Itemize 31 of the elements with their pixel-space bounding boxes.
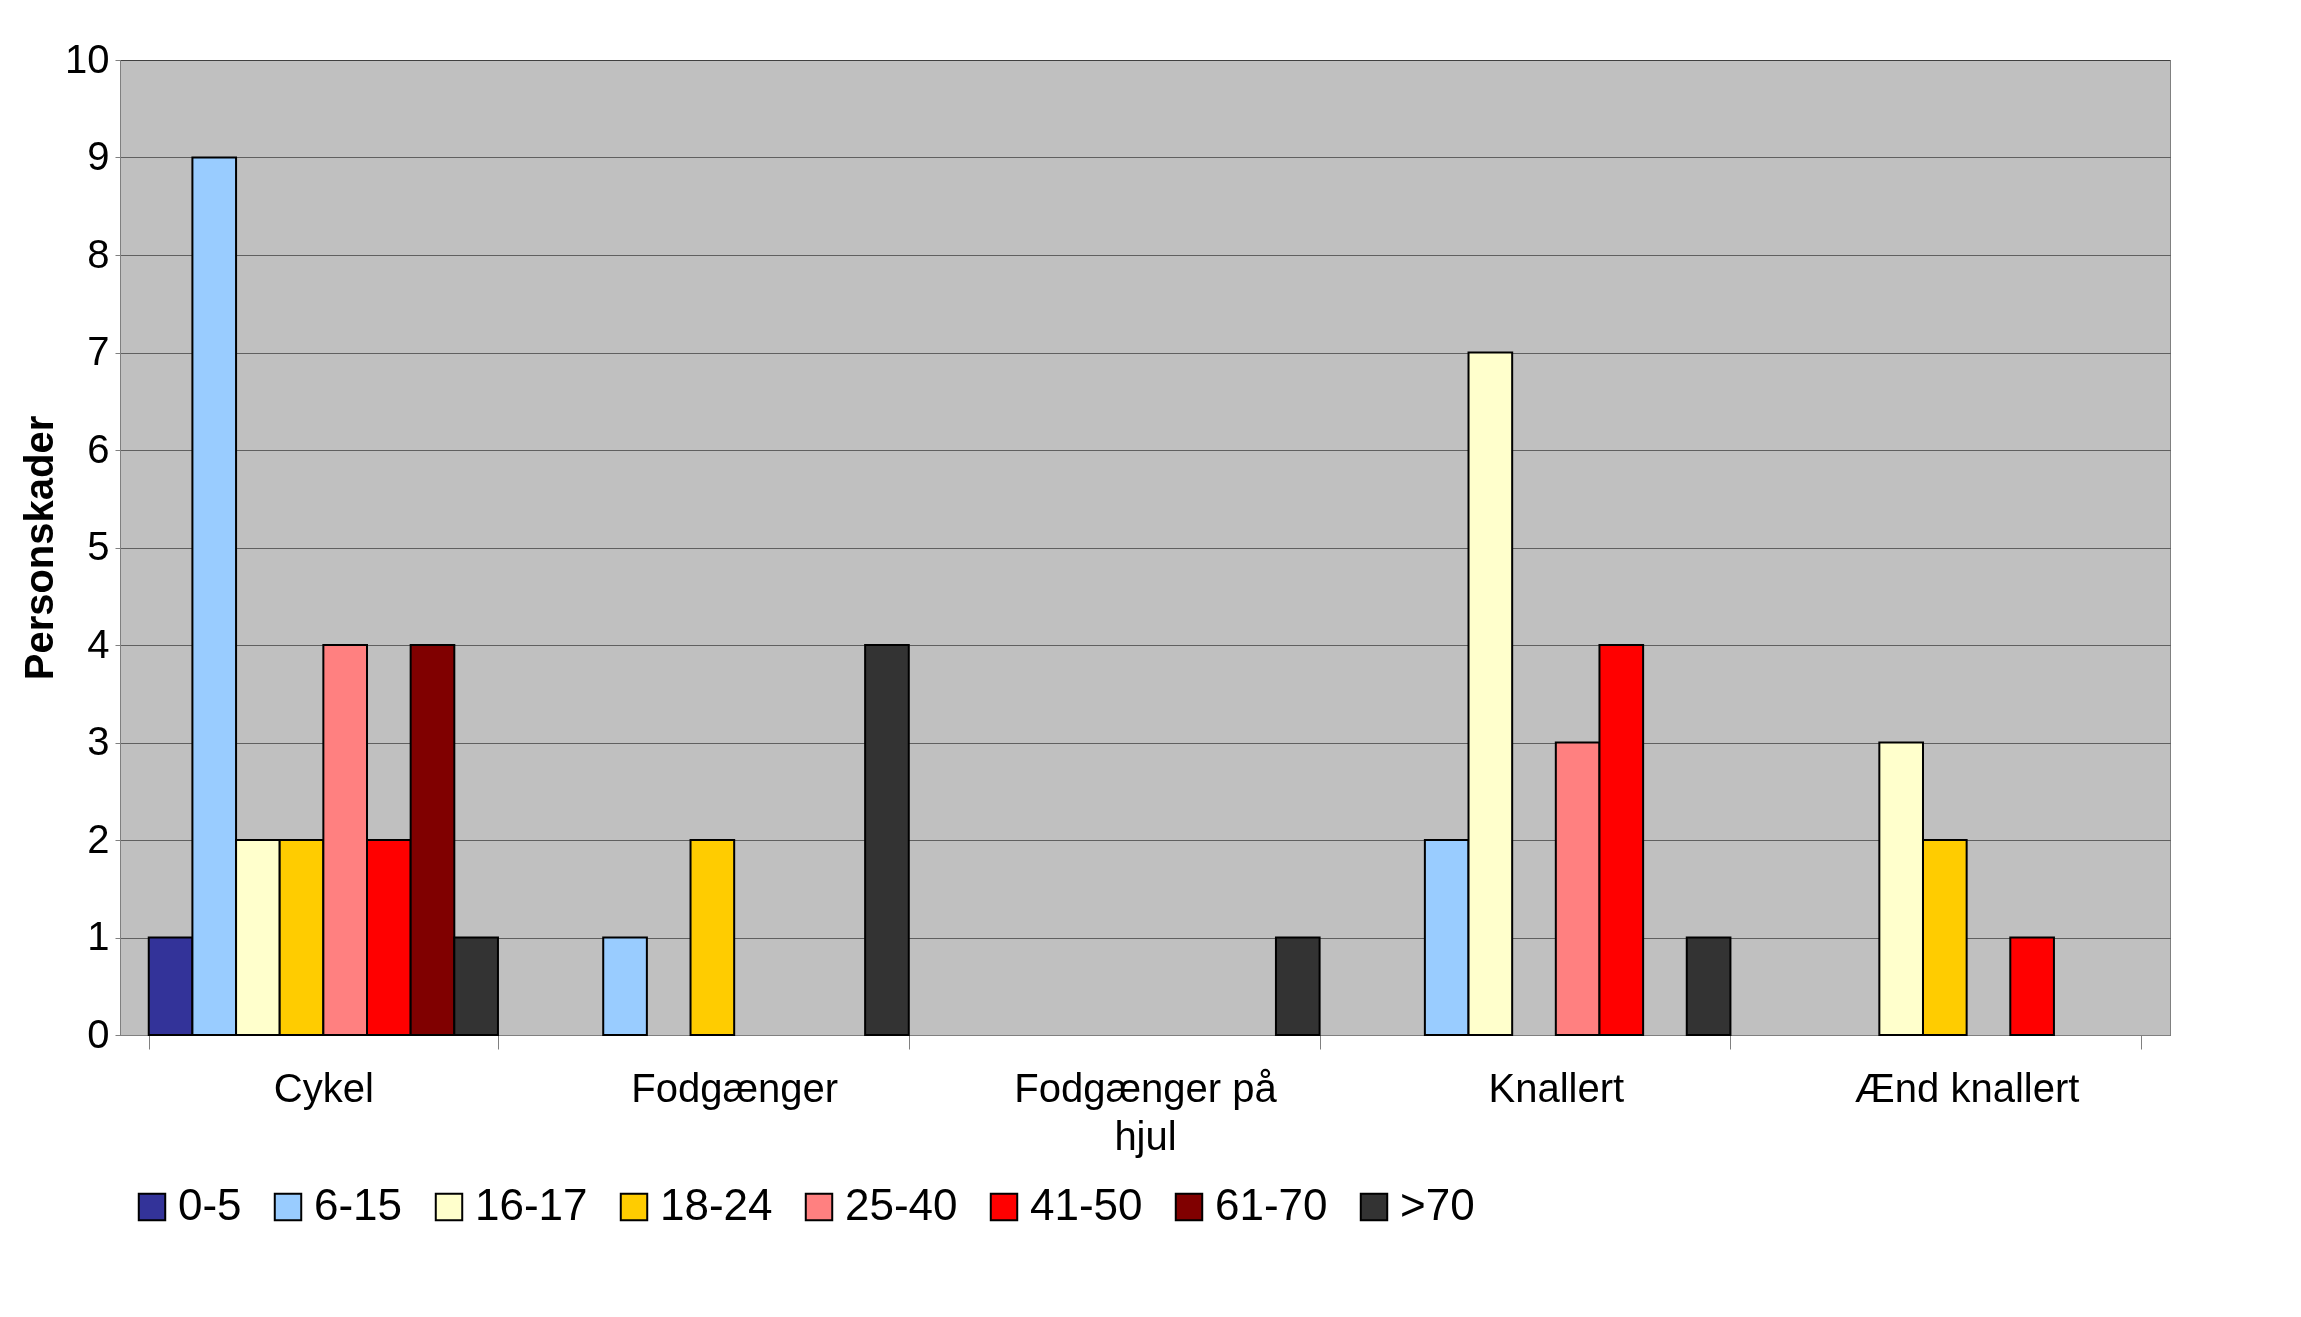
bar (602, 936, 648, 1036)
legend-label: 61-70 (1215, 1180, 1328, 1229)
bar (1685, 936, 1732, 1036)
y-tick-label: 8 (87, 231, 110, 276)
x-tick-label: Fodgænger på hjul (1014, 1065, 1278, 1158)
y-tick-label: 2 (87, 816, 110, 861)
y-tick-label: 1 (87, 914, 110, 958)
bar (2009, 936, 2055, 1036)
bar (689, 839, 736, 1036)
legend-label: 16-17 (475, 1180, 588, 1229)
y-tick-label: 9 (87, 134, 110, 178)
legend-label: 6-15 (314, 1180, 403, 1229)
legend-label: 41-50 (1030, 1180, 1143, 1229)
bar (1274, 936, 1321, 1036)
x-tick-label: Cykel (273, 1065, 374, 1110)
y-tick-label: 10 (65, 36, 110, 81)
y-tick-label: 7 (87, 329, 110, 373)
legend-label: 18-24 (660, 1180, 773, 1229)
x-tick-label: Fodgænger (631, 1065, 839, 1110)
y-tick-label: 3 (87, 719, 110, 763)
y-tick-label: 5 (87, 524, 110, 568)
y-tick-label: 0 (87, 1011, 110, 1056)
legend-label: >70 (1400, 1180, 1475, 1229)
y-tick-label: 4 (87, 621, 110, 666)
legend-label: 25-40 (845, 1180, 958, 1229)
legend-label: 0-5 (178, 1180, 242, 1229)
bar (864, 644, 910, 1036)
x-tick-label: Knallert (1488, 1065, 1625, 1110)
y-tick-label: 6 (87, 426, 110, 471)
y-axis-title: Personskader (17, 415, 62, 681)
x-tick-label: Ænd knallert (1854, 1065, 2080, 1110)
